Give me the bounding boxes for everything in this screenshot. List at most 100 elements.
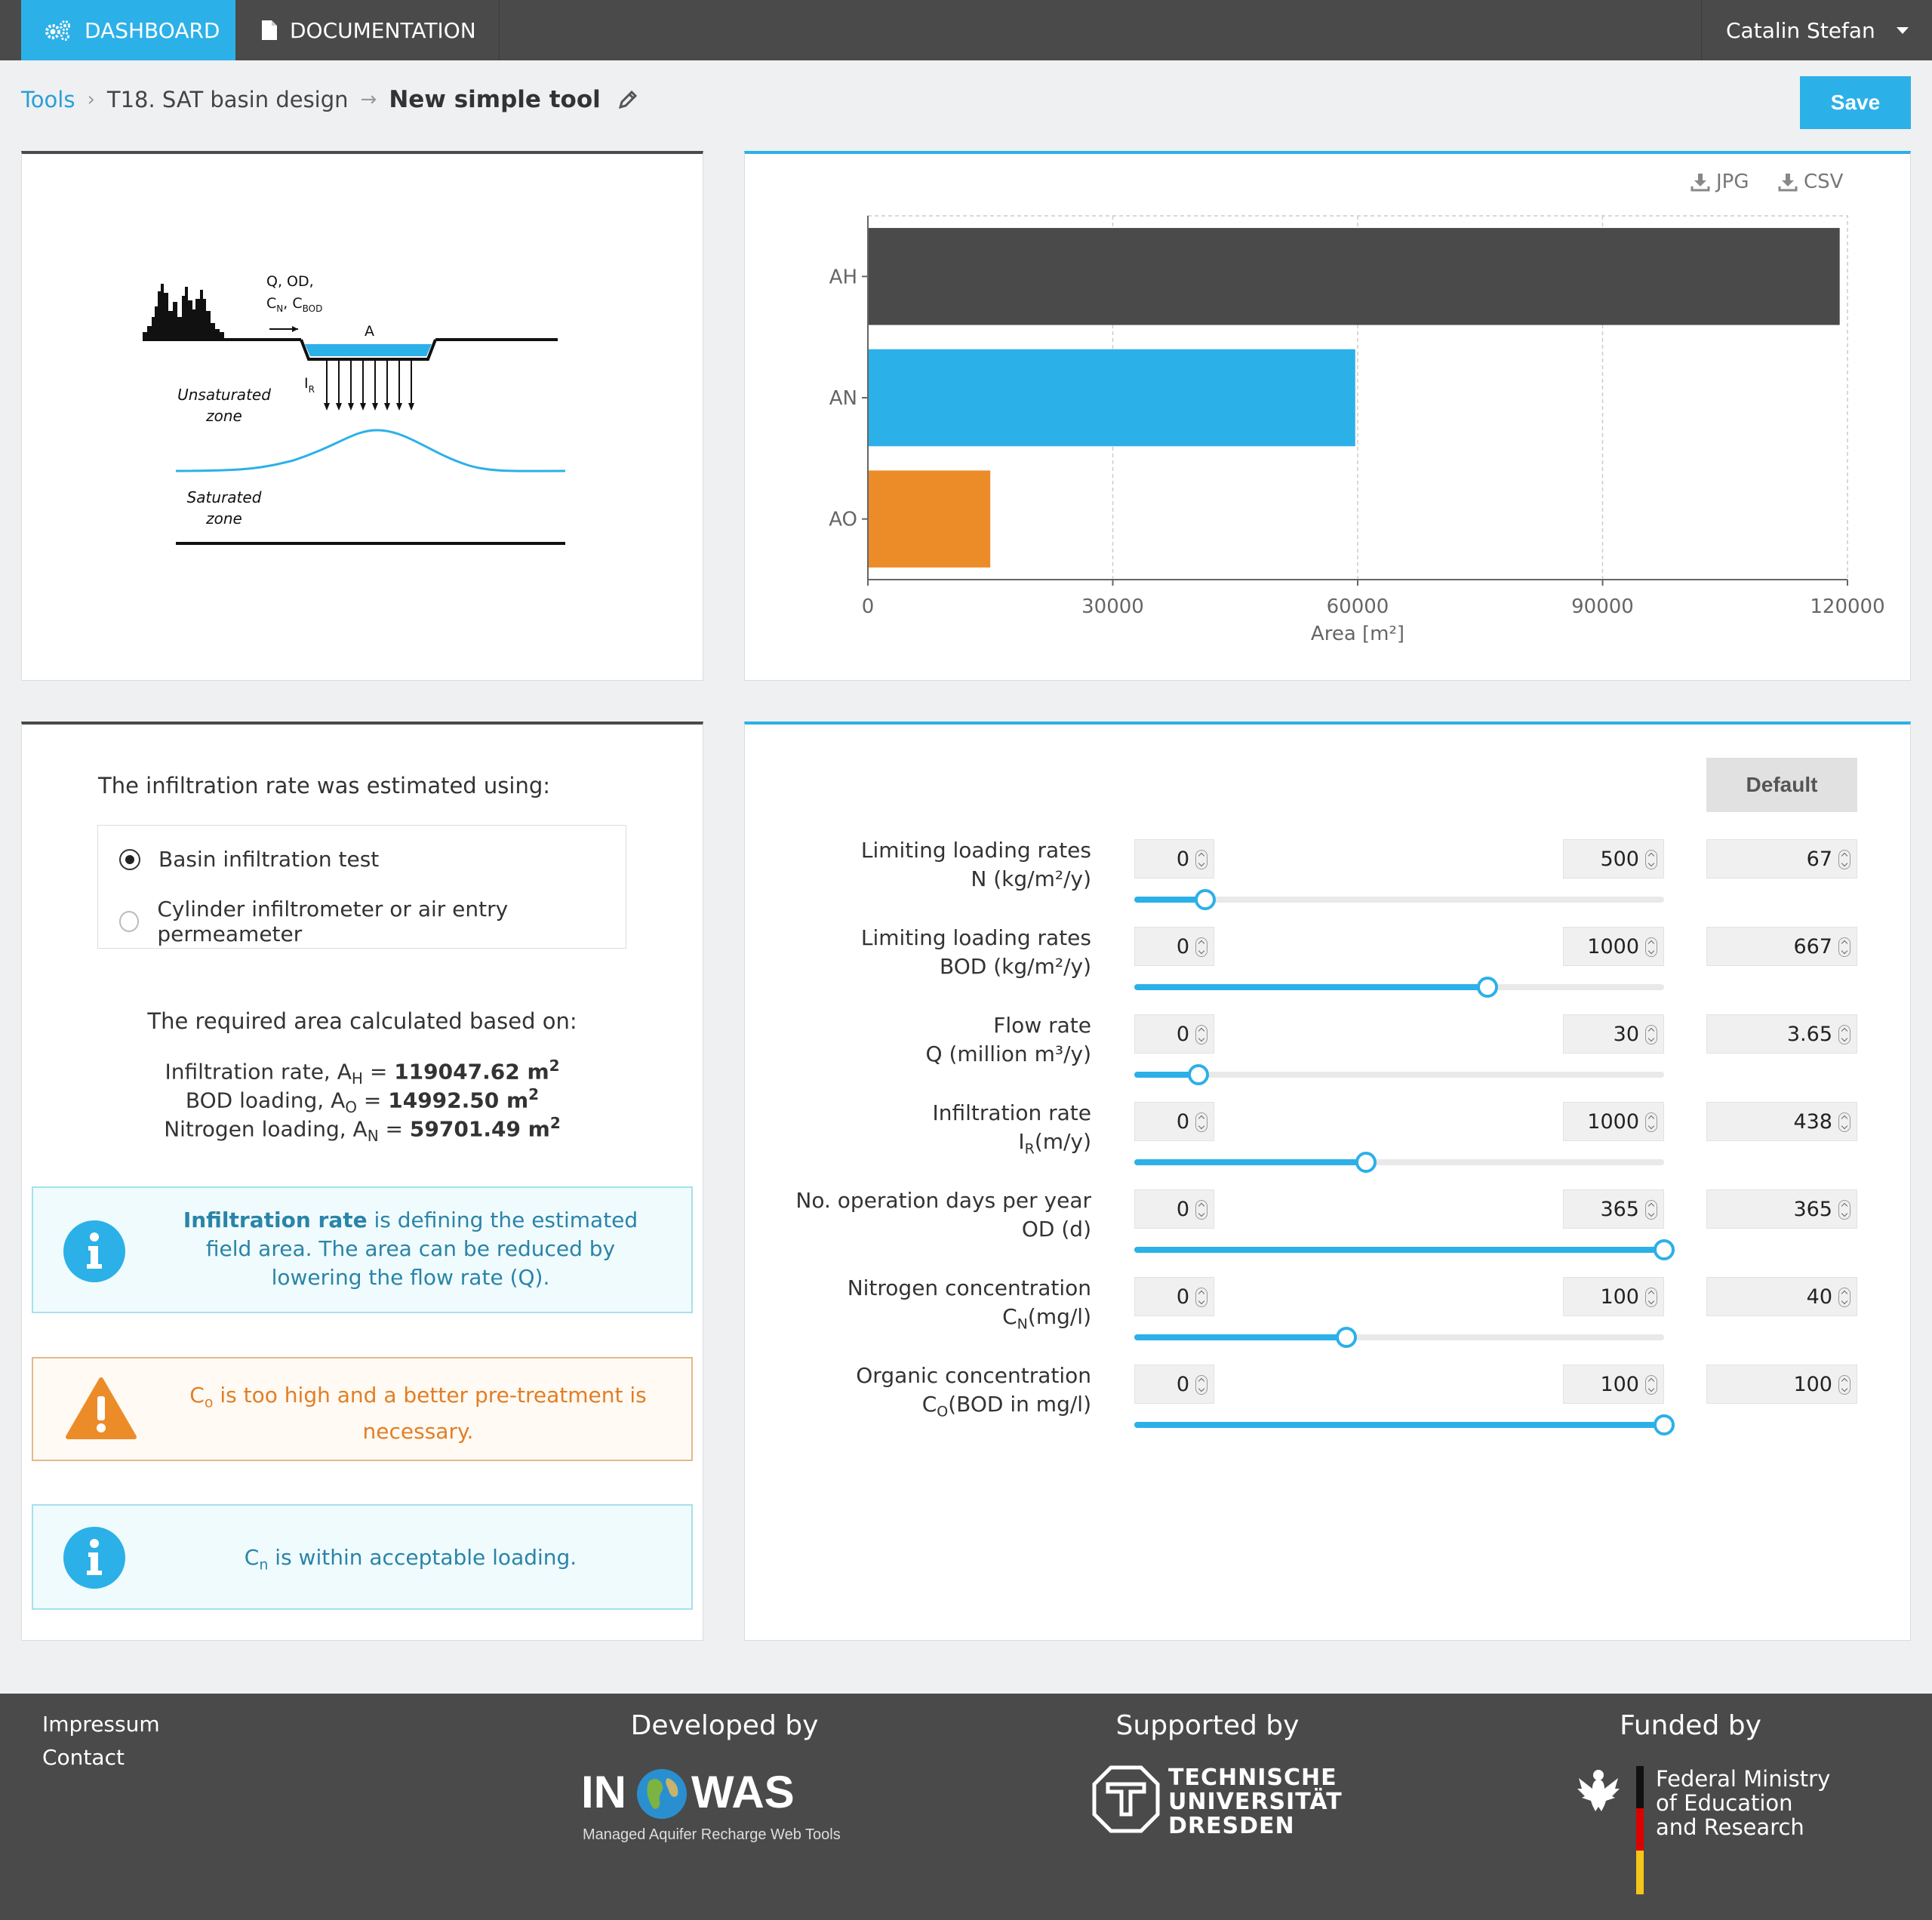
slider-thumb[interactable]: [1355, 1152, 1377, 1173]
radio-button-selected[interactable]: [119, 848, 140, 870]
param-label: Nitrogen concentration CN(mg/l): [847, 1275, 1091, 1333]
stepper-arrows-icon[interactable]: [1838, 1112, 1850, 1132]
diagram-sat-label-1: Saturated: [187, 488, 262, 506]
diagram-inflow-label-1: Q, OD,: [266, 273, 314, 290]
param-slider[interactable]: [1134, 1064, 1664, 1085]
stepper-arrows-icon[interactable]: [1195, 1375, 1208, 1395]
download-jpg-button[interactable]: JPG: [1690, 171, 1749, 193]
param-value-input[interactable]: 40: [1706, 1277, 1857, 1316]
param-slider[interactable]: [1134, 1327, 1664, 1348]
stepper-arrows-icon[interactable]: [1195, 1025, 1208, 1045]
param-min-input[interactable]: 0: [1134, 1189, 1214, 1229]
tu-dresden-logo[interactable]: TECHNISCHE UNIVERSITÄT DRESDEN: [1091, 1765, 1342, 1840]
param-min-input[interactable]: 0: [1134, 1014, 1214, 1054]
param-value-input[interactable]: 100: [1706, 1365, 1857, 1404]
stepper-arrows-icon[interactable]: [1838, 850, 1850, 869]
chart-x-tick-label: 120000: [1810, 595, 1884, 618]
stepper-arrows-icon[interactable]: [1838, 1375, 1850, 1395]
radio-label: Cylinder infiltrometer or air entry perm…: [157, 897, 509, 946]
param-max-input[interactable]: 30: [1563, 1014, 1664, 1054]
breadcrumb-tools-link[interactable]: Tools: [21, 87, 75, 112]
param-slider[interactable]: [1134, 1152, 1664, 1173]
stepper-arrows-icon[interactable]: [1195, 1288, 1208, 1307]
param-max-input[interactable]: 365: [1563, 1189, 1664, 1229]
stepper-arrows-icon[interactable]: [1645, 1375, 1657, 1395]
param-max-input[interactable]: 500: [1563, 839, 1664, 878]
info-icon: [63, 1527, 125, 1589]
user-menu[interactable]: Catalin Stefan: [1701, 0, 1932, 60]
tu-dresden-emblem-icon: [1092, 1765, 1160, 1833]
param-slider[interactable]: [1134, 1239, 1675, 1260]
slider-thumb[interactable]: [1188, 1064, 1210, 1085]
stepper-arrows-icon[interactable]: [1645, 1025, 1657, 1045]
stepper-arrows-icon[interactable]: [1195, 1112, 1208, 1132]
footer-funded-by: Funded by: [1620, 1710, 1761, 1741]
stepper-arrows-icon[interactable]: [1645, 1288, 1657, 1307]
chart-category-label: AN: [829, 387, 857, 410]
param-value-input[interactable]: 3.65: [1706, 1014, 1857, 1054]
download-csv-button[interactable]: CSV: [1778, 171, 1843, 193]
footer-supported-by: Supported by: [1115, 1710, 1300, 1741]
pencil-icon[interactable]: [617, 89, 638, 110]
german-flag-bar: [1636, 1766, 1644, 1894]
param-min-input[interactable]: 0: [1134, 1102, 1214, 1141]
chart-bar-an: [868, 349, 1355, 447]
footer-impressum-link[interactable]: Impressum: [42, 1712, 160, 1737]
tud-line-2: UNIVERSITÄT: [1168, 1789, 1343, 1815]
param-label: No. operation days per year OD (d): [795, 1188, 1091, 1242]
tab-dashboard[interactable]: DASHBOARD: [21, 0, 235, 60]
param-max-input[interactable]: 1000: [1563, 1102, 1664, 1141]
bmbf-line-3: and Research: [1656, 1814, 1804, 1840]
stepper-arrows-icon[interactable]: [1195, 1200, 1208, 1220]
param-max-input[interactable]: 1000: [1563, 927, 1664, 966]
slider-thumb[interactable]: [1477, 977, 1499, 998]
breadcrumb: Tools › T18. SAT basin design → New simp…: [21, 82, 638, 118]
page-title: New simple tool: [389, 86, 601, 113]
globe-icon: [637, 1769, 687, 1819]
diagram-ir-label: IR: [304, 375, 315, 395]
param-value-input[interactable]: 67: [1706, 839, 1857, 878]
infiltration-method-radio-group: Basin infiltration test Cylinder infiltr…: [97, 825, 626, 949]
default-button[interactable]: Default: [1706, 758, 1857, 812]
param-slider[interactable]: [1134, 889, 1664, 910]
radio-option-cylinder[interactable]: Cylinder infiltrometer or air entry perm…: [119, 897, 626, 946]
param-max-input[interactable]: 100: [1563, 1277, 1664, 1316]
stepper-arrows-icon[interactable]: [1645, 1200, 1657, 1220]
param-value-input[interactable]: 667: [1706, 927, 1857, 966]
param-min-input[interactable]: 0: [1134, 1365, 1214, 1404]
stepper-arrows-icon[interactable]: [1195, 850, 1208, 869]
stepper-arrows-icon[interactable]: [1645, 850, 1657, 869]
stepper-arrows-icon[interactable]: [1838, 937, 1850, 957]
param-max-input[interactable]: 100: [1563, 1365, 1664, 1404]
radio-option-basin-test[interactable]: Basin infiltration test: [119, 847, 379, 872]
bmbf-line-2: of Education: [1656, 1790, 1793, 1816]
download-csv-label: CSV: [1804, 171, 1844, 193]
diagram-unsat-label-1: Unsaturated: [177, 386, 271, 404]
radio-button[interactable]: [119, 911, 140, 932]
slider-thumb[interactable]: [1195, 889, 1217, 910]
param-min-input[interactable]: 0: [1134, 1277, 1214, 1316]
inowas-logo[interactable]: IN WAS Managed Aquifer Recharge Web Tool…: [581, 1766, 845, 1845]
stepper-arrows-icon[interactable]: [1195, 937, 1208, 957]
stepper-arrows-icon[interactable]: [1645, 1112, 1657, 1132]
param-min-input[interactable]: 0: [1134, 839, 1214, 878]
slider-thumb[interactable]: [1654, 1414, 1675, 1435]
param-min-input[interactable]: 0: [1134, 927, 1214, 966]
slider-thumb[interactable]: [1335, 1327, 1357, 1348]
footer-contact-link[interactable]: Contact: [42, 1745, 125, 1770]
param-value-input[interactable]: 438: [1706, 1102, 1857, 1141]
param-slider[interactable]: [1134, 977, 1664, 998]
tab-documentation[interactable]: DOCUMENTATION: [235, 0, 500, 60]
stepper-arrows-icon[interactable]: [1838, 1200, 1850, 1220]
slider-thumb[interactable]: [1654, 1239, 1675, 1260]
required-area-title: The required area calculated based on:: [147, 1008, 577, 1034]
bmbf-logo[interactable]: Federal Ministry of Education and Resear…: [1574, 1766, 1831, 1894]
stepper-arrows-icon[interactable]: [1838, 1025, 1850, 1045]
breadcrumb-section: T18. SAT basin design: [106, 87, 349, 112]
stepper-arrows-icon[interactable]: [1645, 937, 1657, 957]
param-slider[interactable]: [1134, 1414, 1675, 1435]
param-value-input[interactable]: 365: [1706, 1189, 1857, 1229]
save-button[interactable]: Save: [1800, 76, 1911, 129]
slider-fill: [1134, 897, 1206, 903]
stepper-arrows-icon[interactable]: [1838, 1288, 1850, 1307]
